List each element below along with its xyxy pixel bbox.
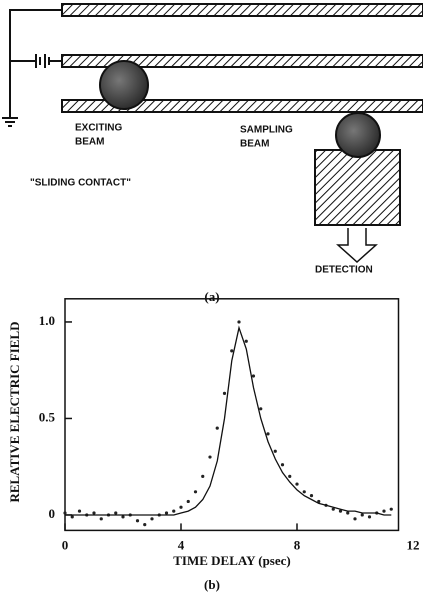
data-point xyxy=(274,450,277,453)
caption: (a) xyxy=(204,289,219,304)
data-point xyxy=(71,515,74,518)
data-point xyxy=(303,490,306,493)
data-point xyxy=(208,455,211,458)
x-tick-label: 0 xyxy=(62,537,69,552)
data-point xyxy=(121,515,124,518)
arrow xyxy=(338,228,376,262)
label: BEAM xyxy=(75,137,104,148)
label: "SLIDING CONTACT" xyxy=(30,178,131,189)
data-point xyxy=(92,511,95,514)
strip xyxy=(62,4,423,16)
theory-curve xyxy=(65,328,391,515)
label: DETECTION xyxy=(315,265,373,276)
data-point xyxy=(201,475,204,478)
data-point xyxy=(100,517,103,520)
data-point xyxy=(353,517,356,520)
label: BEAM xyxy=(240,139,269,150)
y-tick-label: 0.5 xyxy=(39,409,56,424)
y-tick-label: 0 xyxy=(49,506,56,521)
detector xyxy=(315,150,400,225)
data-point xyxy=(150,517,153,520)
data-point xyxy=(252,374,255,377)
data-point xyxy=(390,508,393,511)
data-point xyxy=(78,510,81,513)
plot-frame xyxy=(65,299,399,531)
caption: (b) xyxy=(204,577,220,592)
data-point xyxy=(143,523,146,526)
x-tick-label: 12 xyxy=(407,537,420,552)
sampling-beam-spot xyxy=(336,113,380,157)
data-point xyxy=(114,511,117,514)
x-tick-label: 8 xyxy=(294,537,301,552)
data-point xyxy=(281,463,284,466)
data-point xyxy=(295,482,298,485)
data-point xyxy=(63,511,66,514)
label: EXCITING xyxy=(75,123,122,134)
data-point xyxy=(382,510,385,513)
data-point xyxy=(361,513,364,516)
figure: EXCITING BEAM SAMPLING BEAM "SLIDING CON… xyxy=(0,0,423,597)
exciting-beam-spot xyxy=(100,61,148,109)
data-point xyxy=(165,511,168,514)
data-point xyxy=(187,500,190,503)
diagram-a xyxy=(2,4,423,262)
data-point xyxy=(230,349,233,352)
data-point xyxy=(172,510,175,513)
data-point xyxy=(368,515,371,518)
data-point xyxy=(245,340,248,343)
data-point xyxy=(346,511,349,514)
data-point xyxy=(136,519,139,522)
data-point xyxy=(288,475,291,478)
wire xyxy=(2,10,62,126)
y-tick-label: 1.0 xyxy=(39,313,55,328)
data-point xyxy=(179,506,182,509)
data-point xyxy=(237,320,240,323)
label: SAMPLING xyxy=(240,125,293,136)
y-axis-label: RELATIVE ELECTRIC FIELD xyxy=(7,321,22,502)
x-axis-label: TIME DELAY (psec) xyxy=(173,553,291,568)
data-point xyxy=(259,407,262,410)
x-tick-label: 4 xyxy=(178,537,185,552)
data-point xyxy=(216,427,219,430)
data-point xyxy=(310,494,313,497)
data-point xyxy=(266,432,269,435)
data-point xyxy=(194,490,197,493)
data-point xyxy=(223,392,226,395)
